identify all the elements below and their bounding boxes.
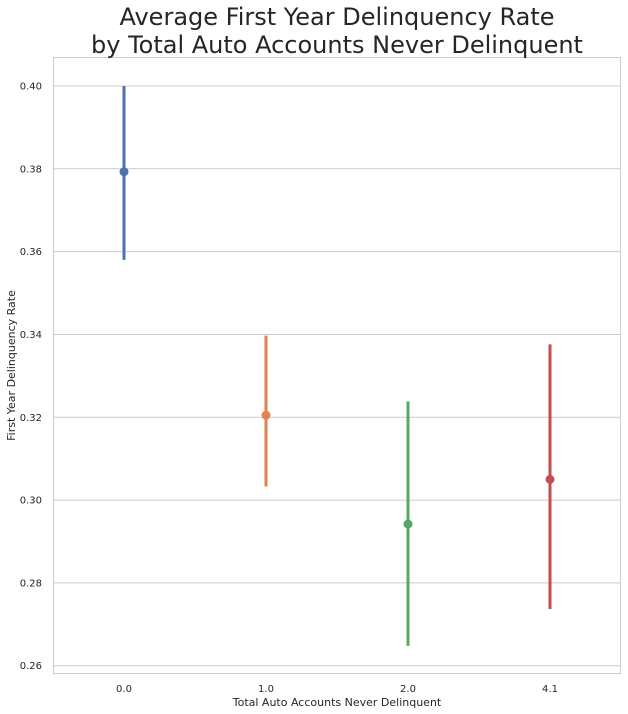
data-point — [119, 167, 129, 177]
data-point — [261, 410, 271, 420]
y-tick-label: 0.40 — [20, 81, 42, 92]
y-tick-label: 0.28 — [20, 578, 42, 589]
y-tick-label: 0.32 — [20, 413, 42, 424]
y-tick-label: 0.36 — [20, 247, 42, 258]
y-tick-label: 0.30 — [20, 496, 42, 507]
y-tick-label: 0.34 — [20, 330, 42, 341]
y-tick-label: 0.38 — [20, 164, 42, 175]
x-tick-label: 0.0 — [116, 684, 132, 695]
chart-title: Average First Year Delinquency Rate by To… — [91, 3, 583, 59]
data-point — [403, 519, 413, 529]
y-tick-label: 0.26 — [20, 661, 42, 672]
chart-title-line: Average First Year Delinquency Rate — [119, 3, 554, 31]
x-tick-label: 2.0 — [400, 684, 416, 695]
x-tick-label: 4.1 — [542, 684, 558, 695]
x-axis-label: Total Auto Accounts Never Delinquent — [232, 696, 442, 709]
plot-frame — [53, 57, 621, 674]
data-point — [545, 474, 555, 484]
plot-area — [53, 57, 621, 674]
chart-title-line: by Total Auto Accounts Never Delinquent — [91, 31, 583, 59]
x-tick-label: 1.0 — [258, 684, 274, 695]
y-axis-label: First Year Delinquency Rate — [5, 290, 18, 441]
